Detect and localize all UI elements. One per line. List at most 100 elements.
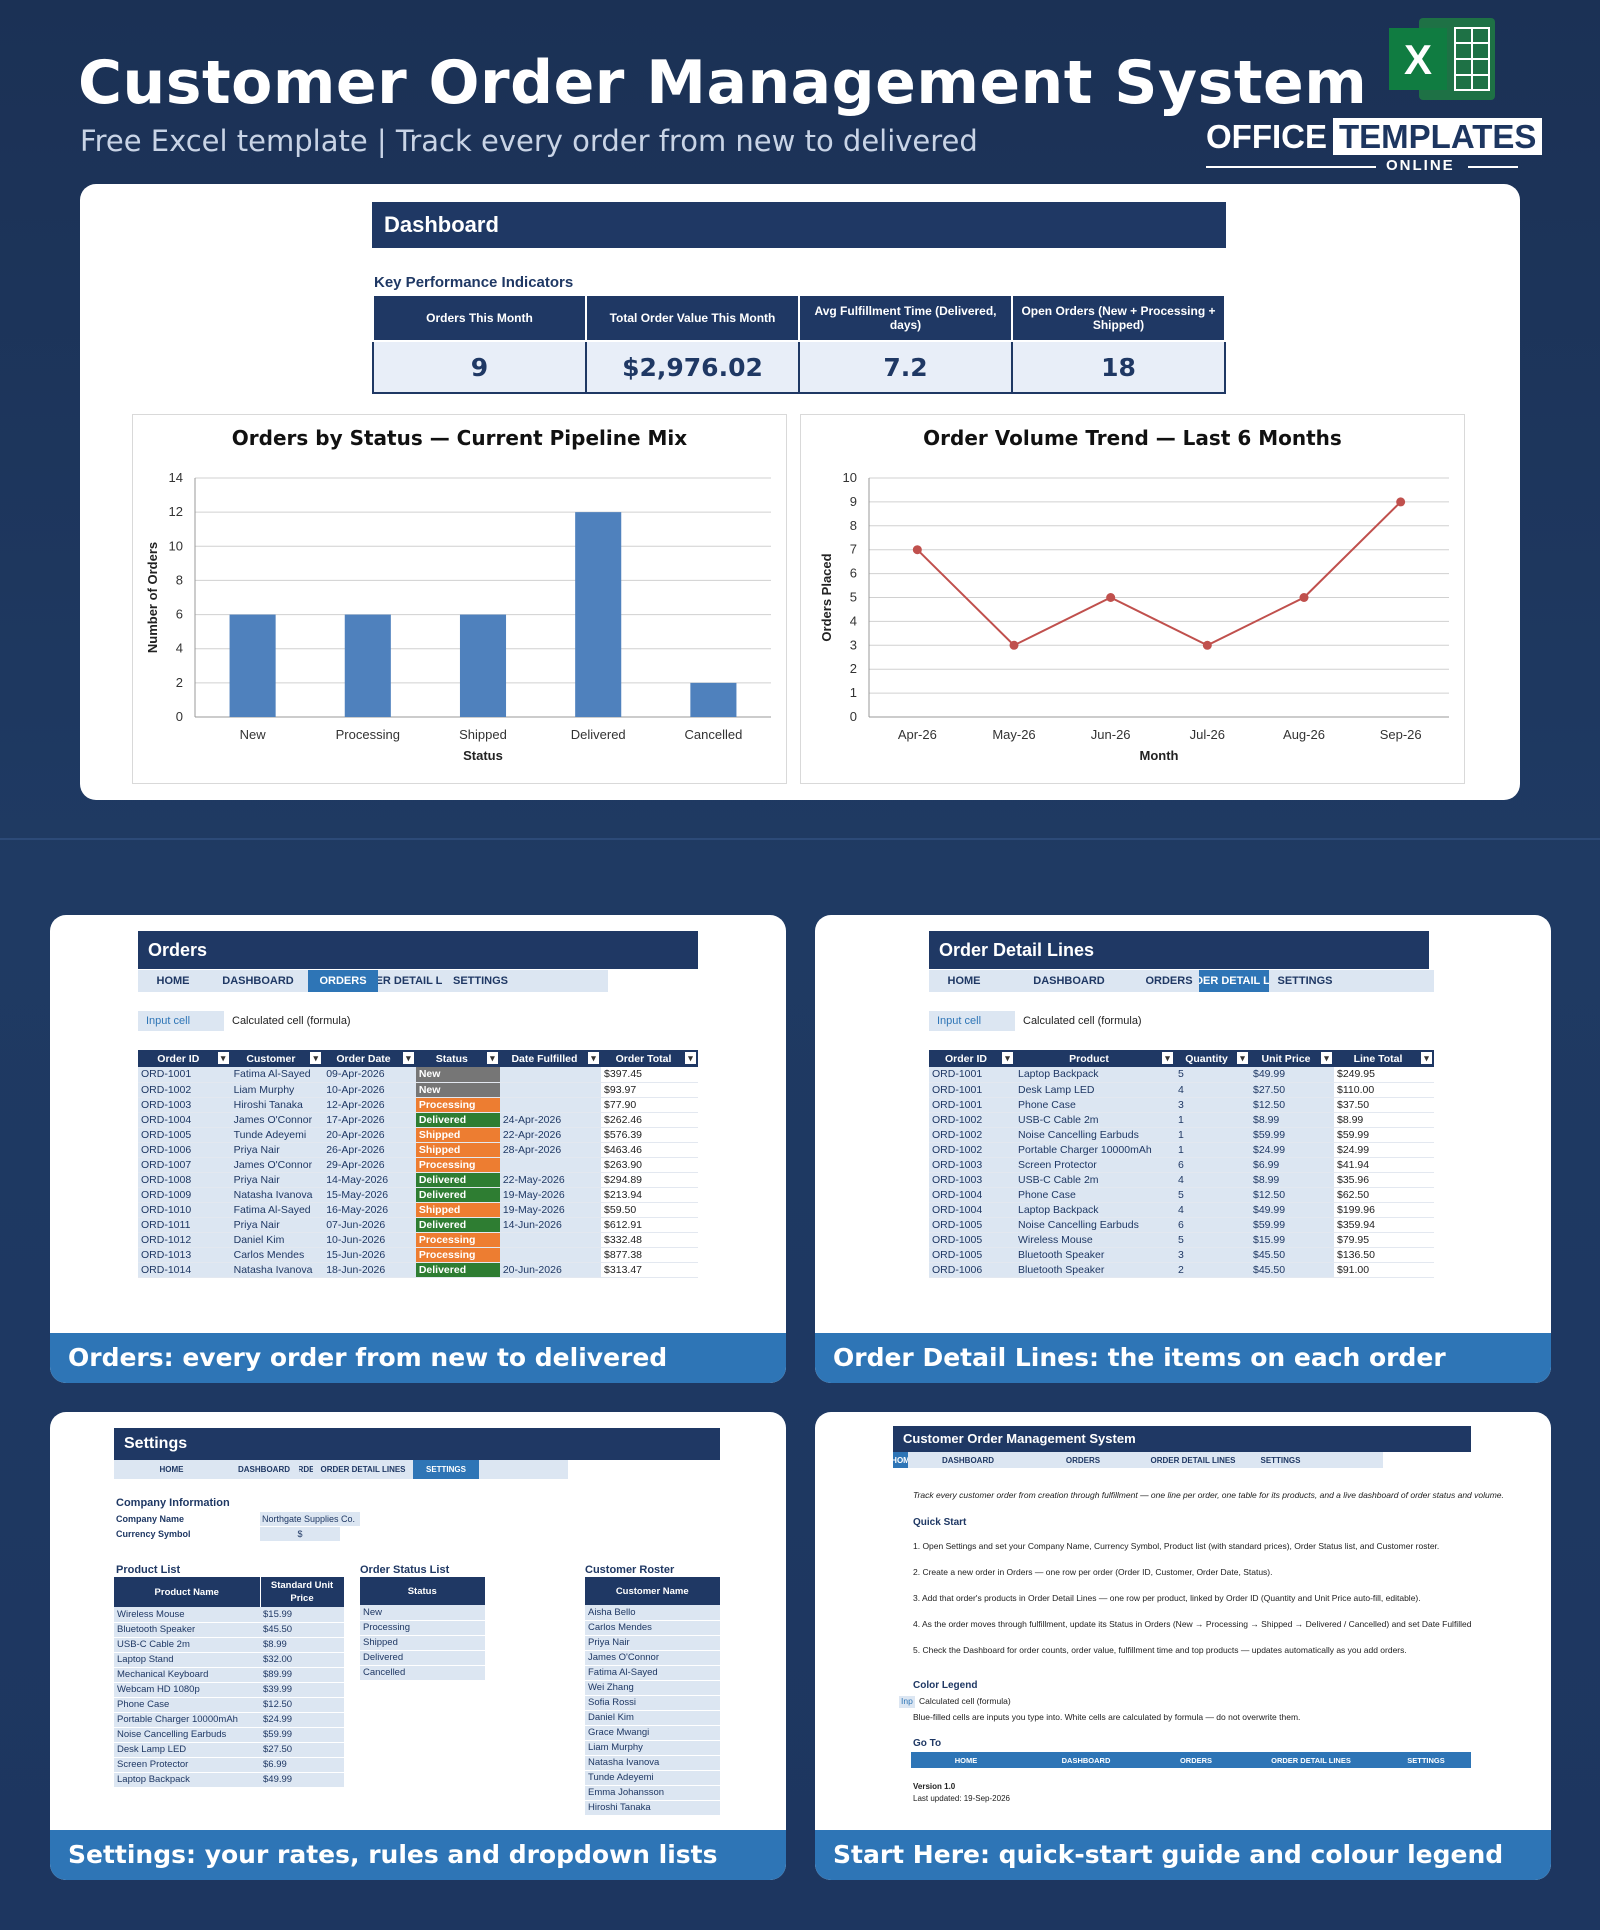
orders-cell-date-fulfilled[interactable] <box>499 1097 602 1113</box>
lines-cell-order-id[interactable]: ORD-1006 <box>929 1262 1015 1278</box>
nav-tab-home[interactable]: HOME <box>947 975 981 987</box>
orders-cell-order-id[interactable]: ORD-1003 <box>138 1097 231 1113</box>
lines-cell-order-id[interactable]: ORD-1002 <box>929 1112 1015 1128</box>
product-cell[interactable]: $6.99 <box>260 1757 344 1773</box>
lines-cell-quantity[interactable]: 4 <box>1175 1202 1250 1218</box>
orders-cell-status[interactable]: Shipped <box>415 1127 500 1143</box>
lines-cell-line-total[interactable]: $35.96 <box>1334 1172 1434 1188</box>
lines-cell-quantity[interactable]: 1 <box>1175 1112 1250 1128</box>
product-cell[interactable]: Phone Case <box>114 1697 260 1713</box>
lines-cell-unit-price[interactable]: $49.99 <box>1250 1202 1334 1218</box>
lines-cell-quantity[interactable]: 6 <box>1175 1157 1250 1173</box>
orders-cell-customer[interactable]: Carlos Mendes <box>230 1247 324 1263</box>
orders-cell-order-id[interactable]: ORD-1014 <box>138 1262 231 1278</box>
lines-cell-quantity[interactable]: 5 <box>1175 1232 1250 1248</box>
orders-col-order-date[interactable]: Order Date <box>323 1050 416 1067</box>
orders-cell-date-fulfilled[interactable]: 28-Apr-2026 <box>499 1142 602 1158</box>
orders-cell-date-fulfilled[interactable]: 24-Apr-2026 <box>499 1112 602 1128</box>
product-cell[interactable]: $89.99 <box>260 1667 344 1683</box>
orders-cell-order-total[interactable]: $576.39 <box>601 1127 698 1143</box>
nav-tab-settings[interactable]: SETTINGS <box>452 975 508 987</box>
product-cell[interactable]: USB-C Cable 2m <box>114 1637 260 1653</box>
lines-cell-quantity[interactable]: 6 <box>1175 1217 1250 1233</box>
orders-cell-order-id[interactable]: ORD-1004 <box>138 1112 231 1128</box>
orders-cell-status[interactable]: Delivered <box>415 1187 500 1203</box>
lines-col-product[interactable]: Product <box>1015 1050 1175 1067</box>
product-cell[interactable]: Portable Charger 10000mAh <box>114 1712 260 1728</box>
orders-cell-status[interactable]: New <box>415 1067 500 1083</box>
lines-cell-product[interactable]: Noise Cancelling Earbuds <box>1015 1127 1175 1143</box>
orders-cell-order-id[interactable]: ORD-1007 <box>138 1157 231 1173</box>
lines-cell-line-total[interactable]: $37.50 <box>1334 1097 1434 1113</box>
customer-cell[interactable]: Daniel Kim <box>585 1710 720 1726</box>
customer-cell[interactable]: Emma Johansson <box>585 1785 720 1801</box>
customer-cell[interactable]: Liam Murphy <box>585 1740 720 1756</box>
orders-cell-order-date[interactable]: 10-Apr-2026 <box>323 1082 416 1098</box>
nav-tab-orders[interactable]: ORDERS <box>1145 975 1193 987</box>
lines-cell-product[interactable]: Laptop Backpack <box>1015 1067 1175 1083</box>
orders-cell-order-date[interactable]: 29-Apr-2026 <box>323 1157 416 1173</box>
product-cell[interactable]: $39.99 <box>260 1682 344 1698</box>
lines-col-unit-price[interactable]: Unit Price <box>1250 1050 1334 1067</box>
nav-tab-settings[interactable]: SETTINGS <box>1277 975 1333 987</box>
lines-cell-line-total[interactable]: $359.94 <box>1334 1217 1434 1233</box>
lines-cell-quantity[interactable]: 4 <box>1175 1082 1250 1098</box>
lines-cell-order-id[interactable]: ORD-1003 <box>929 1157 1015 1173</box>
orders-col-date-fulfilled[interactable]: Date Fulfilled <box>499 1050 602 1067</box>
orders-cell-customer[interactable]: Tunde Adeyemi <box>230 1127 324 1143</box>
nav-tab-orders[interactable]: ORDERS <box>308 970 378 992</box>
lines-cell-product[interactable]: Noise Cancelling Earbuds <box>1015 1217 1175 1233</box>
orders-cell-status[interactable]: Processing <box>415 1097 500 1113</box>
orders-cell-order-date[interactable]: 10-Jun-2026 <box>323 1232 416 1248</box>
orders-cell-customer[interactable]: Fatima Al-Sayed <box>230 1067 324 1083</box>
orders-cell-order-total[interactable]: $463.46 <box>601 1142 698 1158</box>
lines-col-quantity[interactable]: Quantity <box>1175 1050 1250 1067</box>
nav-tab-dashboard[interactable]: DASHBOARD <box>222 975 294 987</box>
orders-cell-date-fulfilled[interactable]: 19-May-2026 <box>499 1202 602 1218</box>
lines-cell-product[interactable]: Desk Lamp LED <box>1015 1082 1175 1098</box>
lines-cell-product[interactable]: USB-C Cable 2m <box>1015 1172 1175 1188</box>
orders-cell-order-total[interactable]: $77.90 <box>601 1097 698 1113</box>
status-cell[interactable]: Cancelled <box>360 1665 485 1681</box>
orders-cell-order-total[interactable]: $332.48 <box>601 1232 698 1248</box>
nav-tab-order-detail-lines[interactable]: ORDER DETAIL LINES <box>320 1465 406 1474</box>
orders-cell-status[interactable]: Shipped <box>415 1142 500 1158</box>
lines-cell-quantity[interactable]: 5 <box>1175 1187 1250 1203</box>
product-cell[interactable]: Webcam HD 1080p <box>114 1682 260 1698</box>
orders-cell-date-fulfilled[interactable]: 22-May-2026 <box>499 1172 602 1188</box>
product-cell[interactable]: Wireless Mouse <box>114 1607 260 1623</box>
orders-cell-status[interactable]: Delivered <box>415 1112 500 1128</box>
lines-col-order-id[interactable]: Order ID <box>929 1050 1015 1067</box>
lines-cell-unit-price[interactable]: $45.50 <box>1250 1247 1334 1263</box>
product-cell[interactable]: Laptop Stand <box>114 1652 260 1668</box>
customer-cell[interactable]: Priya Nair <box>585 1635 720 1651</box>
lines-cell-product[interactable]: Laptop Backpack <box>1015 1202 1175 1218</box>
lines-cell-unit-price[interactable]: $27.50 <box>1250 1082 1334 1098</box>
orders-cell-status[interactable]: New <box>415 1082 500 1098</box>
lines-cell-unit-price[interactable]: $6.99 <box>1250 1157 1334 1173</box>
orders-cell-customer[interactable]: Priya Nair <box>230 1217 324 1233</box>
nav-tab-order-detail-lines[interactable]: DER DETAIL LIN <box>378 975 443 987</box>
lines-cell-product[interactable]: Phone Case <box>1015 1187 1175 1203</box>
lines-cell-unit-price[interactable]: $24.99 <box>1250 1142 1334 1158</box>
lines-cell-product[interactable]: Portable Charger 10000mAh <box>1015 1142 1175 1158</box>
lines-cell-order-id[interactable]: ORD-1005 <box>929 1247 1015 1263</box>
nav-tab-home[interactable]: HOME <box>156 975 190 987</box>
nav-tab-settings[interactable]: SETTINGS <box>1260 1455 1301 1465</box>
orders-cell-order-date[interactable]: 20-Apr-2026 <box>323 1127 416 1143</box>
orders-cell-customer[interactable]: Hiroshi Tanaka <box>230 1097 324 1113</box>
lines-cell-product[interactable]: Wireless Mouse <box>1015 1232 1175 1248</box>
status-cell[interactable]: Shipped <box>360 1635 485 1651</box>
orders-cell-customer[interactable]: James O'Connor <box>230 1112 324 1128</box>
lines-cell-unit-price[interactable]: $59.99 <box>1250 1127 1334 1143</box>
lines-cell-quantity[interactable]: 4 <box>1175 1172 1250 1188</box>
orders-cell-order-date[interactable]: 16-May-2026 <box>323 1202 416 1218</box>
product-cell[interactable]: $12.50 <box>260 1697 344 1713</box>
goto-link-order-detail-lines[interactable]: ORDER DETAIL LINES <box>1271 1755 1351 1765</box>
orders-cell-order-date[interactable]: 26-Apr-2026 <box>323 1142 416 1158</box>
lines-cell-order-id[interactable]: ORD-1003 <box>929 1172 1015 1188</box>
orders-cell-order-date[interactable]: 15-Jun-2026 <box>323 1247 416 1263</box>
customer-cell[interactable]: Grace Mwangi <box>585 1725 720 1741</box>
orders-cell-order-id[interactable]: ORD-1001 <box>138 1067 231 1083</box>
product-cell[interactable]: $27.50 <box>260 1742 344 1758</box>
